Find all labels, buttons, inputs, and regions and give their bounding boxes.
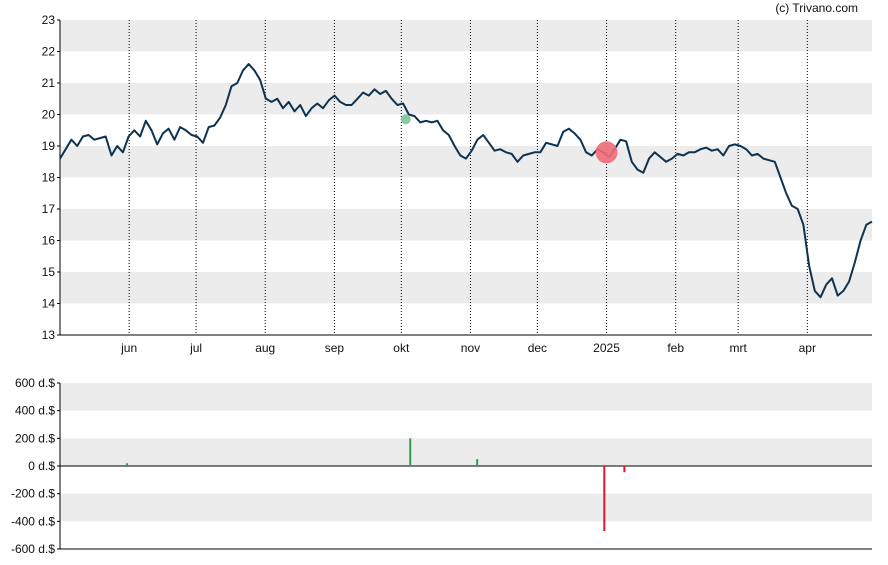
price-band — [60, 20, 872, 52]
volume-y-tick-label: -400 d.$ — [11, 514, 55, 528]
price-y-tick-label: 15 — [42, 265, 56, 279]
price-y-tick-label: 14 — [42, 297, 56, 311]
price-band — [60, 146, 872, 178]
volume-band — [60, 438, 872, 466]
price-y-tick-label: 18 — [42, 171, 56, 185]
volume-y-tick-label: -200 d.$ — [11, 487, 55, 501]
month-tick-label: mrt — [729, 341, 747, 355]
month-tick-label: jun — [120, 341, 137, 355]
month-tick-label: 2025 — [593, 341, 620, 355]
price-y-tick-label: 21 — [42, 76, 56, 90]
month-tick-label: aug — [255, 341, 275, 355]
month-tick-label: feb — [667, 341, 684, 355]
sell-marker — [595, 141, 618, 164]
month-tick-label: sep — [325, 341, 345, 355]
copyright-label: (c) Trivano.com — [775, 1, 858, 15]
price-y-tick-label: 20 — [42, 108, 56, 122]
volume-y-tick-label: 400 d.$ — [15, 404, 55, 418]
buy-marker — [400, 114, 411, 125]
price-y-tick-label: 17 — [42, 202, 56, 216]
price-band — [60, 209, 872, 241]
volume-band — [60, 493, 872, 522]
volume-y-tick-label: 0 d.$ — [28, 459, 55, 473]
price-band — [60, 272, 872, 304]
price-y-tick-label: 13 — [42, 328, 56, 342]
price-y-tick-label: 23 — [42, 13, 56, 27]
volume-y-tick-label: 600 d.$ — [15, 376, 55, 390]
month-tick-label: okt — [393, 341, 410, 355]
price-y-tick-label: 19 — [42, 139, 56, 153]
volume-y-tick-label: -600 d.$ — [11, 542, 55, 556]
month-tick-label: apr — [799, 341, 816, 355]
volume-band — [60, 383, 872, 411]
month-tick-label: jul — [189, 341, 202, 355]
price-band — [60, 83, 872, 115]
price-y-tick-label: 22 — [42, 45, 56, 59]
price-y-tick-label: 16 — [42, 234, 56, 248]
month-tick-label: nov — [461, 341, 480, 355]
volume-y-tick-label: 200 d.$ — [15, 431, 55, 445]
month-tick-label: dec — [528, 341, 547, 355]
price-line — [59, 63, 873, 299]
